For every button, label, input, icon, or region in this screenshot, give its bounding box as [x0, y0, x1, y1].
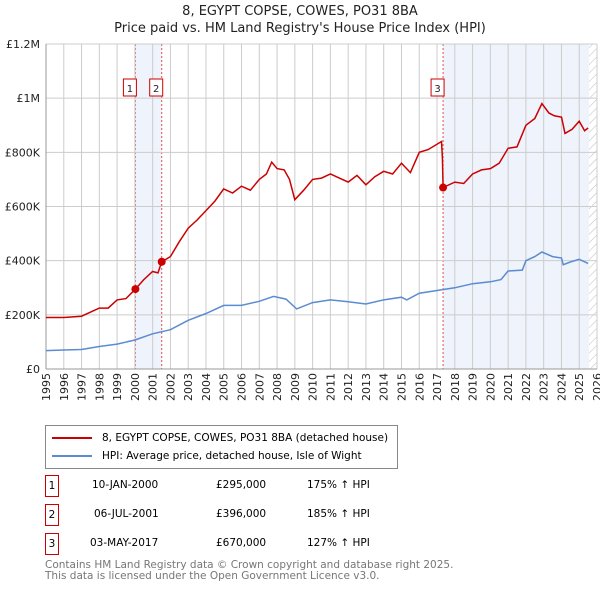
sale-date: 06-JUL-2001: [94, 508, 159, 520]
x-tick-label: 1998: [93, 373, 106, 401]
x-tick-label: 2012: [342, 373, 355, 401]
x-tick-label: 2015: [395, 373, 408, 401]
x-tick-label: 2006: [236, 373, 249, 401]
sale-label-box: [430, 78, 445, 97]
sale-label: 1: [127, 84, 133, 95]
sale-point: [439, 183, 448, 192]
x-tick-label: 1999: [111, 373, 124, 401]
y-tick-label: £0: [26, 363, 40, 376]
x-tick-label: 2001: [147, 373, 160, 401]
chart-subtitle: Price paid vs. HM Land Registry's House …: [114, 21, 486, 36]
x-tick-label: 2018: [449, 373, 462, 401]
x-tick-label: 2007: [253, 373, 266, 401]
y-tick-label: £1.2M: [6, 38, 40, 51]
x-tick-label: 2010: [307, 373, 320, 401]
x-tick-label: 2023: [538, 373, 551, 401]
sale-hpi: 185% ↑ HPI: [307, 508, 370, 520]
sale-point: [131, 285, 140, 294]
plot-area: 1 2 3 1995 1996 1997 1998 1999 2000 2001 2002 2003 2…: [5, 38, 600, 401]
x-tick-label: 2022: [520, 373, 533, 401]
sale-price: £396,000: [216, 508, 267, 520]
sale-price: £295,000: [216, 479, 267, 491]
x-tick-label: 2020: [484, 373, 497, 401]
x-tick-label: 2014: [378, 373, 391, 401]
sale-number: 2: [45, 504, 59, 526]
sale-row: 2 06-JUL-2001 £396,000 185% ↑ HPI: [45, 504, 445, 526]
sale-label-box: [149, 78, 164, 97]
y-tick-label: £800K: [5, 146, 41, 159]
x-tick-label: 2013: [360, 373, 373, 401]
legend-label-hpi: HPI: Average price, detached house, Isle…: [102, 450, 362, 462]
x-tick-label: 1995: [40, 373, 53, 401]
footer-copyright: Contains HM Land Registry data © Crown c…: [45, 559, 454, 571]
x-tick-label: 2008: [271, 373, 284, 401]
sale-hpi: 175% ↑ HPI: [307, 479, 370, 491]
sale-date: 03-MAY-2017: [90, 537, 159, 549]
x-tick-label: 1997: [76, 373, 89, 401]
x-tick-label: 2004: [200, 373, 213, 401]
x-tick-label: 2017: [431, 373, 444, 401]
sale-number: 1: [45, 475, 59, 497]
legend-label-property: 8, EGYPT COPSE, COWES, PO31 8BA (detache…: [102, 432, 389, 444]
x-tick-label: 2024: [555, 373, 568, 401]
legend-swatch-hpi: [52, 455, 92, 457]
sale-price: £670,000: [216, 537, 267, 549]
sale-hpi: 127% ↑ HPI: [307, 537, 370, 549]
hpi-line: [45, 251, 589, 352]
sale-label: 3: [434, 84, 440, 95]
legend: 8, EGYPT COPSE, COWES, PO31 8BA (detache…: [45, 425, 398, 469]
x-tick-label: 2011: [324, 373, 337, 401]
sale-date: 10-JAN-2000: [92, 479, 159, 491]
y-tick-label: £600K: [5, 201, 41, 214]
x-tick-label: 2002: [164, 373, 177, 401]
footer-licence: This data is licensed under the Open Gov…: [45, 570, 380, 582]
y-tick-label: £1M: [17, 92, 41, 105]
chart-title: 8, EGYPT COPSE, COWES, PO31 8BA: [182, 4, 418, 19]
x-tick-label: 2025: [573, 373, 586, 401]
legend-swatch-property: [52, 437, 92, 439]
sale-label: 2: [153, 84, 159, 95]
sale-row: 1 10-JAN-2000 £295,000 175% ↑ HPI: [45, 475, 445, 497]
x-tick-label: 2003: [182, 373, 195, 401]
sale-row: 3 03-MAY-2017 £670,000 127% ↑ HPI: [45, 533, 445, 555]
y-tick-label: £400K: [5, 255, 41, 268]
x-tick-label: 2019: [467, 373, 480, 401]
x-tick-label: 2009: [289, 373, 302, 401]
x-tick-label: 2005: [218, 373, 231, 401]
x-tick-label: 2016: [413, 373, 426, 401]
sale-label-box: [122, 78, 137, 97]
x-tick-label: 2026: [591, 373, 600, 401]
x-tick-label: 1996: [58, 373, 71, 401]
x-tick-label: 2000: [129, 373, 142, 401]
sale-number: 3: [45, 533, 59, 555]
y-tick-label: £200K: [5, 309, 41, 322]
x-tick-label: 2021: [502, 373, 515, 401]
footer: Contains HM Land Registry data © Crown c…: [45, 560, 453, 582]
sale-point: [157, 257, 166, 266]
